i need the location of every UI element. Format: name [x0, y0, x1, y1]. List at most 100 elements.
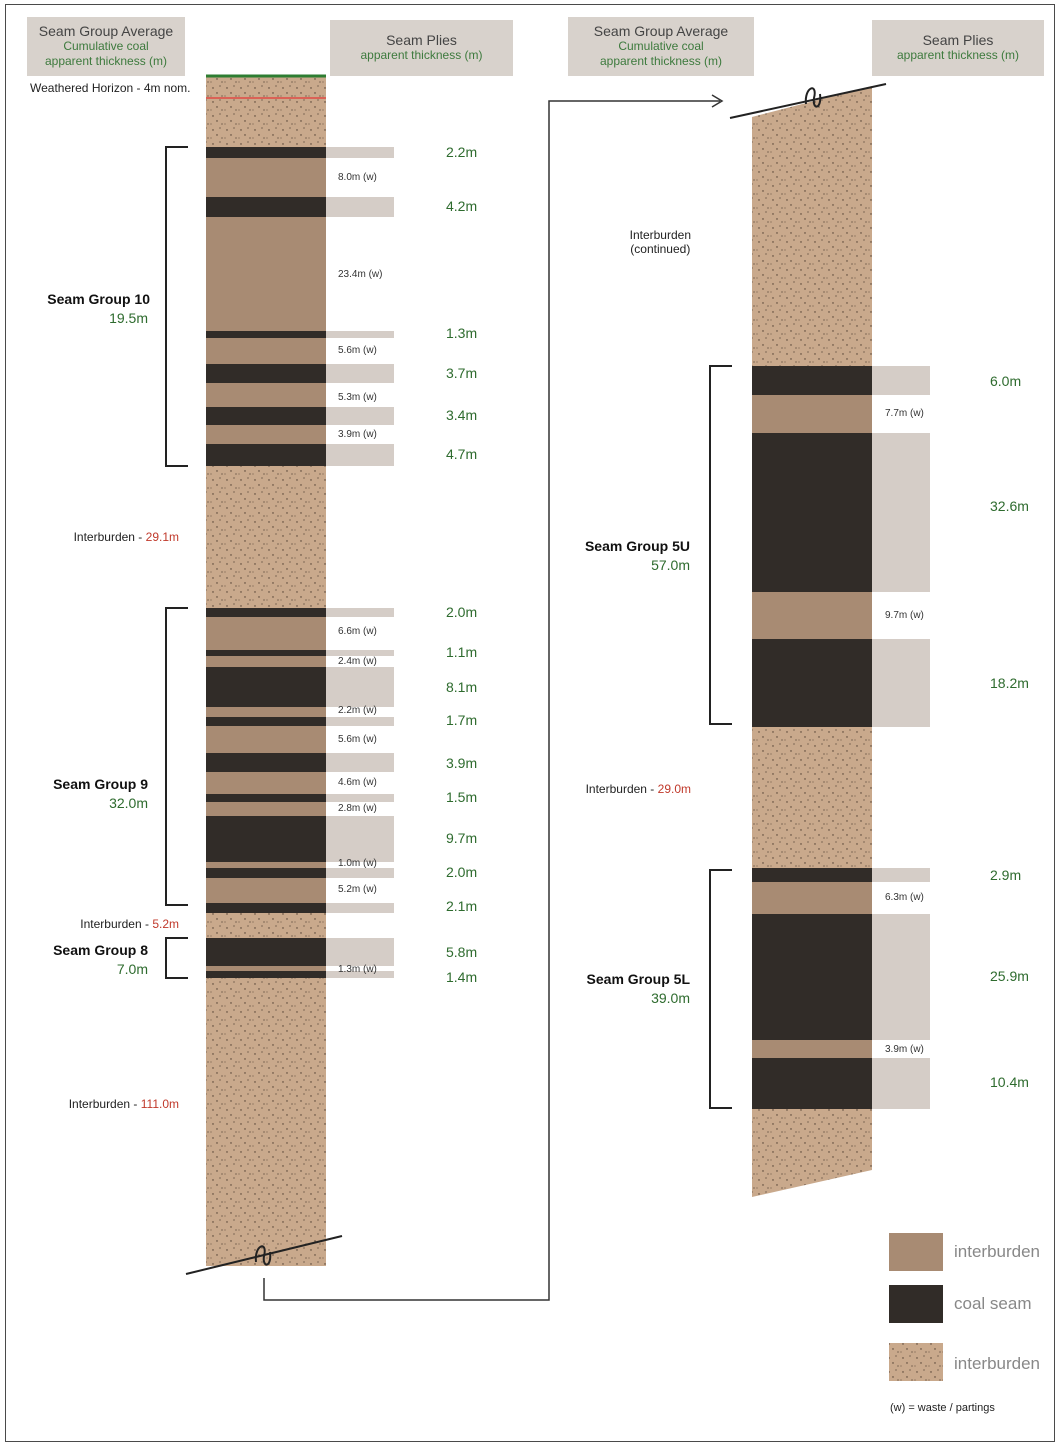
interburden-value: 5.2m — [152, 917, 179, 931]
seam-group-10-name: Seam Group 10 — [47, 291, 150, 307]
legend-swatch-interburden — [889, 1233, 943, 1271]
waste-label: 2.8m (w) — [338, 803, 377, 814]
interburden-label-111: Interburden - 111.0m — [69, 1097, 179, 1111]
interburden-continued-line2: (continued) — [630, 242, 691, 256]
weathered-horizon-label: Weathered Horizon - 4m nom. — [30, 81, 191, 95]
right-plies-header-title: Seam Plies — [922, 32, 994, 48]
coal-seam-layer — [752, 366, 872, 395]
coal-seam-layer — [206, 608, 326, 617]
legend-note: (w) = waste / partings — [890, 1402, 995, 1414]
waste-parting-layer — [206, 338, 326, 364]
ply-bar — [326, 816, 394, 862]
coal-seam-layer — [206, 331, 326, 338]
waste-label: 3.9m (w) — [338, 429, 377, 440]
connector-arrowhead — [711, 94, 724, 108]
waste-label: 1.0m (w) — [338, 858, 377, 869]
seam-group-8-value: 7.0m — [116, 961, 148, 977]
ply-bar — [872, 914, 930, 1040]
left-group-header: Seam Group Average Cumulative coal appar… — [27, 17, 185, 76]
ply-value: 1.5m — [446, 789, 478, 805]
ply-value: 2.9m — [990, 867, 1022, 883]
seam-group-8-name: Seam Group 8 — [53, 942, 148, 958]
waste-label: 7.7m (w) — [885, 408, 924, 419]
right-plies-header-line2: apparent thickness (m) — [896, 48, 1020, 62]
waste-label: 4.6m (w) — [338, 777, 377, 788]
seam-group-5l-name: Seam Group 5L — [586, 971, 690, 987]
ply-bar — [326, 444, 394, 466]
coal-seam-layer — [206, 667, 326, 707]
ply-gap — [872, 1040, 930, 1058]
coal-seam-layer — [206, 971, 326, 978]
coal-seam-layer — [206, 868, 326, 878]
bracket-seam-group-5u — [709, 365, 732, 725]
interburden-text: Interburden - — [73, 530, 146, 544]
coal-seam-layer — [752, 433, 872, 592]
waste-label: 1.3m (w) — [338, 964, 377, 975]
waste-parting-layer — [206, 966, 326, 971]
ply-bar — [326, 407, 394, 425]
waste-parting-layer — [752, 592, 872, 639]
legend-swatch-dotted — [889, 1343, 943, 1381]
ply-bar — [326, 938, 394, 966]
waste-label: 23.4m (w) — [338, 269, 383, 280]
ply-value: 3.9m — [446, 755, 478, 771]
interburden-continued: Interburden (continued) — [630, 228, 691, 256]
ply-value: 4.7m — [446, 446, 478, 462]
ply-bar — [872, 868, 930, 882]
ply-value: 18.2m — [990, 675, 1029, 691]
waste-label: 6.3m (w) — [885, 892, 924, 903]
waste-label: 5.6m (w) — [338, 734, 377, 745]
ply-value: 2.0m — [446, 864, 478, 880]
waste-label: 5.2m (w) — [338, 884, 377, 895]
interburden-text: Interburden - — [80, 917, 153, 931]
seam-group-5u-value: 57.0m — [651, 557, 690, 573]
coal-seam-layer — [206, 903, 326, 913]
ply-value: 10.4m — [990, 1074, 1029, 1090]
ply-gap — [872, 592, 930, 639]
right-group-header-line3: apparent thickness (m) — [599, 54, 723, 68]
ply-value: 2.0m — [446, 604, 478, 620]
waste-parting-layer — [206, 425, 326, 444]
waste-parting-layer — [752, 395, 872, 433]
interburden-text: Interburden - — [585, 782, 658, 796]
waste-parting-layer — [206, 726, 326, 753]
ply-value: 1.4m — [446, 969, 478, 985]
ply-bar — [326, 794, 394, 802]
bracket-seam-group-8 — [165, 937, 188, 979]
ply-gap — [872, 395, 930, 433]
interburden-value: 29.1m — [145, 530, 179, 544]
coal-seam-layer — [206, 816, 326, 862]
coal-seam-layer — [206, 753, 326, 772]
ply-bar — [326, 753, 394, 772]
right-group-header: Seam Group Average Cumulative coal appar… — [568, 17, 754, 76]
ply-value: 4.2m — [446, 198, 478, 214]
ply-value: 2.1m — [446, 898, 478, 914]
ply-value: 9.7m — [446, 830, 478, 846]
waste-parting-layer — [752, 1040, 872, 1058]
ply-bar — [326, 717, 394, 726]
waste-parting-layer — [206, 707, 326, 717]
coal-seam-layer — [206, 938, 326, 966]
waste-label: 9.7m (w) — [885, 610, 924, 621]
right-group-header-line2: Cumulative coal — [618, 39, 704, 53]
legend-label-coal: coal seam — [954, 1294, 1032, 1313]
break-line-top-right — [729, 83, 887, 119]
coal-seam-layer — [206, 197, 326, 217]
seam-group-5l-value: 39.0m — [651, 990, 690, 1006]
ply-bar — [326, 331, 394, 338]
left-group-header-line2: Cumulative coal — [63, 39, 149, 53]
ply-value: 25.9m — [990, 968, 1029, 984]
waste-parting-layer — [206, 656, 326, 667]
interburden-label-29-0: Interburden - 29.0m — [586, 782, 691, 796]
connector-line — [263, 100, 720, 1301]
seam-group-9-name: Seam Group 9 — [53, 776, 148, 792]
ply-bar — [326, 650, 394, 656]
right-group-header-title: Seam Group Average — [593, 23, 729, 39]
ply-bar — [326, 903, 394, 913]
ply-bar — [872, 639, 930, 727]
interburden-value: 29.0m — [657, 782, 691, 796]
ply-value: 1.3m — [446, 325, 478, 341]
interburden-label-5-2: Interburden - 5.2m — [80, 917, 179, 931]
waste-parting-layer — [206, 158, 326, 197]
ply-value: 1.7m — [446, 712, 478, 728]
